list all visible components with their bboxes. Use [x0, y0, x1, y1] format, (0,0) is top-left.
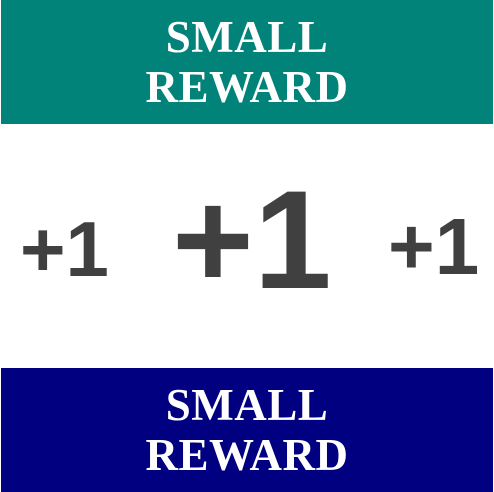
bottom-banner-line-2: REWARD [145, 430, 349, 480]
top-reward-banner: SMALL REWARD [1, 0, 493, 124]
bottom-reward-banner: SMALL REWARD [1, 368, 493, 492]
bottom-banner-line-1: SMALL [165, 380, 329, 430]
point-right: +1 [388, 202, 480, 291]
point-left: +1 [20, 205, 109, 293]
top-banner-line-1: SMALL [165, 12, 329, 62]
top-banner-line-2: REWARD [145, 62, 349, 112]
point-center: +1 [172, 161, 332, 318]
points-display: +1 +1 +1 [0, 124, 494, 368]
